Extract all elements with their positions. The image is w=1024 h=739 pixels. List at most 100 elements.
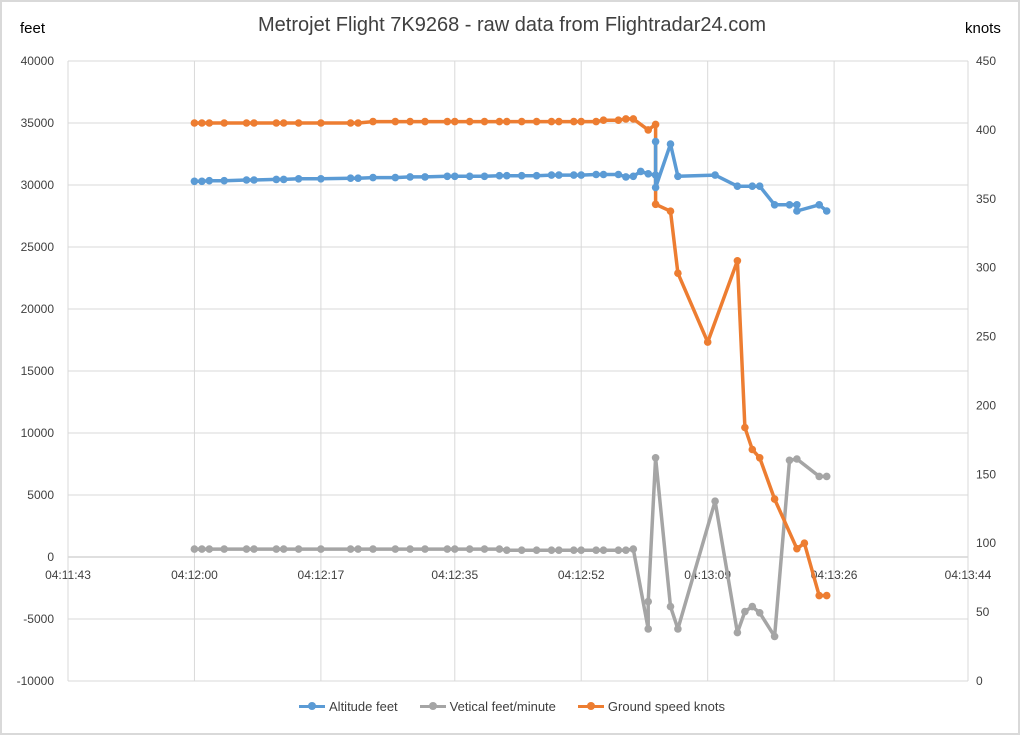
series-line-vertical-speed	[194, 456, 827, 639]
data-point-vertical-speed	[733, 628, 742, 637]
data-point-ground-speed	[451, 117, 459, 126]
data-point-ground-speed	[592, 117, 600, 126]
legend-label-ground-speed: Ground speed knots	[607, 699, 725, 714]
data-point-ground-speed	[741, 423, 749, 432]
data-point-vertical-speed	[317, 545, 325, 553]
legend-item-vertical-speed: Vetical feet/minute	[419, 699, 556, 714]
data-point-altitude	[674, 172, 682, 181]
data-point-altitude	[651, 171, 660, 179]
data-point-altitude	[815, 201, 823, 209]
data-point-ground-speed	[733, 257, 742, 265]
data-point-ground-speed	[317, 119, 325, 127]
data-point-altitude	[651, 137, 660, 146]
data-point-vertical-speed	[272, 545, 281, 553]
data-point-altitude	[190, 177, 199, 186]
data-point-ground-speed	[354, 119, 362, 127]
y-tick-label: -5000	[23, 612, 54, 626]
y2-tick-label: 200	[976, 398, 996, 412]
data-point-ground-speed	[294, 119, 303, 127]
data-point-altitude	[629, 172, 638, 181]
data-point-altitude	[198, 177, 206, 186]
data-point-altitude	[711, 171, 719, 179]
series-line-ground-speed	[194, 117, 827, 598]
data-point-vertical-speed	[406, 545, 414, 553]
legend-swatch-altitude	[299, 702, 326, 710]
data-point-vertical-speed	[622, 546, 630, 554]
data-point-vertical-speed	[547, 546, 556, 554]
data-point-ground-speed	[495, 117, 504, 126]
data-point-ground-speed	[770, 495, 779, 503]
data-point-vertical-speed	[770, 632, 779, 641]
data-point-ground-speed	[205, 119, 214, 127]
data-point-vertical-speed	[570, 546, 578, 554]
legend-label-vertical-speed: Vetical feet/minute	[449, 699, 556, 714]
series-layer	[190, 115, 831, 641]
data-point-vertical-speed	[279, 545, 288, 553]
data-point-altitude	[272, 175, 281, 184]
data-point-vertical-speed	[599, 546, 608, 554]
data-point-altitude	[250, 176, 258, 184]
data-point-altitude	[451, 172, 459, 181]
data-point-vertical-speed	[755, 609, 764, 617]
data-point-vertical-speed	[592, 546, 600, 554]
data-point-ground-speed	[622, 115, 630, 123]
data-point-vertical-speed	[369, 545, 377, 553]
data-point-altitude	[733, 182, 742, 190]
data-point-altitude	[577, 171, 585, 179]
data-point-vertical-speed	[451, 545, 459, 553]
data-point-altitude	[279, 175, 288, 184]
data-point-vertical-speed	[748, 602, 757, 611]
x-tick-label: 04:13:26	[811, 568, 858, 582]
y-tick-label: 40000	[21, 54, 55, 68]
data-point-altitude	[666, 140, 675, 148]
data-point-ground-speed	[644, 126, 652, 134]
data-point-vertical-speed	[354, 545, 362, 553]
data-point-altitude	[785, 201, 794, 209]
legend: Altitude feet Vetical feet/minute Ground…	[0, 699, 1024, 714]
data-point-ground-speed	[369, 117, 377, 126]
axes: 4000035000300002500020000150001000050000…	[17, 54, 997, 688]
data-point-altitude	[517, 171, 526, 180]
data-point-ground-speed	[629, 115, 638, 123]
data-point-ground-speed	[570, 117, 578, 126]
data-point-ground-speed	[666, 207, 675, 215]
data-point-ground-speed	[748, 445, 757, 454]
data-point-altitude	[354, 174, 362, 182]
data-point-altitude	[391, 173, 400, 182]
data-point-altitude	[294, 175, 303, 183]
data-point-altitude	[570, 171, 578, 179]
data-point-altitude	[770, 201, 779, 209]
data-point-vertical-speed	[532, 546, 541, 554]
y2-tick-label: 400	[976, 123, 996, 137]
data-point-vertical-speed	[517, 546, 526, 554]
data-point-altitude	[421, 173, 429, 181]
data-point-altitude	[495, 171, 504, 180]
data-point-vertical-speed	[651, 454, 660, 462]
y-tick-label: 20000	[21, 302, 55, 316]
data-point-vertical-speed	[465, 545, 474, 553]
data-point-vertical-speed	[190, 545, 199, 553]
data-point-vertical-speed	[614, 546, 623, 554]
data-point-ground-speed	[250, 119, 258, 127]
data-point-vertical-speed	[822, 472, 831, 481]
data-point-vertical-speed	[629, 545, 638, 553]
data-point-vertical-speed	[644, 597, 652, 606]
data-point-altitude	[465, 172, 474, 181]
data-point-altitude	[793, 207, 801, 215]
data-point-ground-speed	[822, 591, 831, 600]
data-point-vertical-speed	[741, 607, 749, 616]
data-point-ground-speed	[421, 117, 429, 126]
y2-tick-label: 350	[976, 192, 996, 206]
data-point-vertical-speed	[711, 497, 719, 506]
data-point-ground-speed	[793, 544, 801, 553]
data-point-ground-speed	[547, 117, 556, 126]
data-point-vertical-speed	[577, 546, 585, 554]
data-point-ground-speed	[242, 119, 251, 127]
y2-axis-unit-label: knots	[965, 20, 1001, 37]
data-point-altitude	[205, 176, 214, 185]
y-tick-label: -10000	[17, 674, 55, 688]
data-point-vertical-speed	[443, 545, 452, 553]
data-point-altitude	[503, 171, 511, 180]
y-axis-unit-label: feet	[20, 20, 46, 37]
data-point-altitude	[748, 182, 757, 190]
